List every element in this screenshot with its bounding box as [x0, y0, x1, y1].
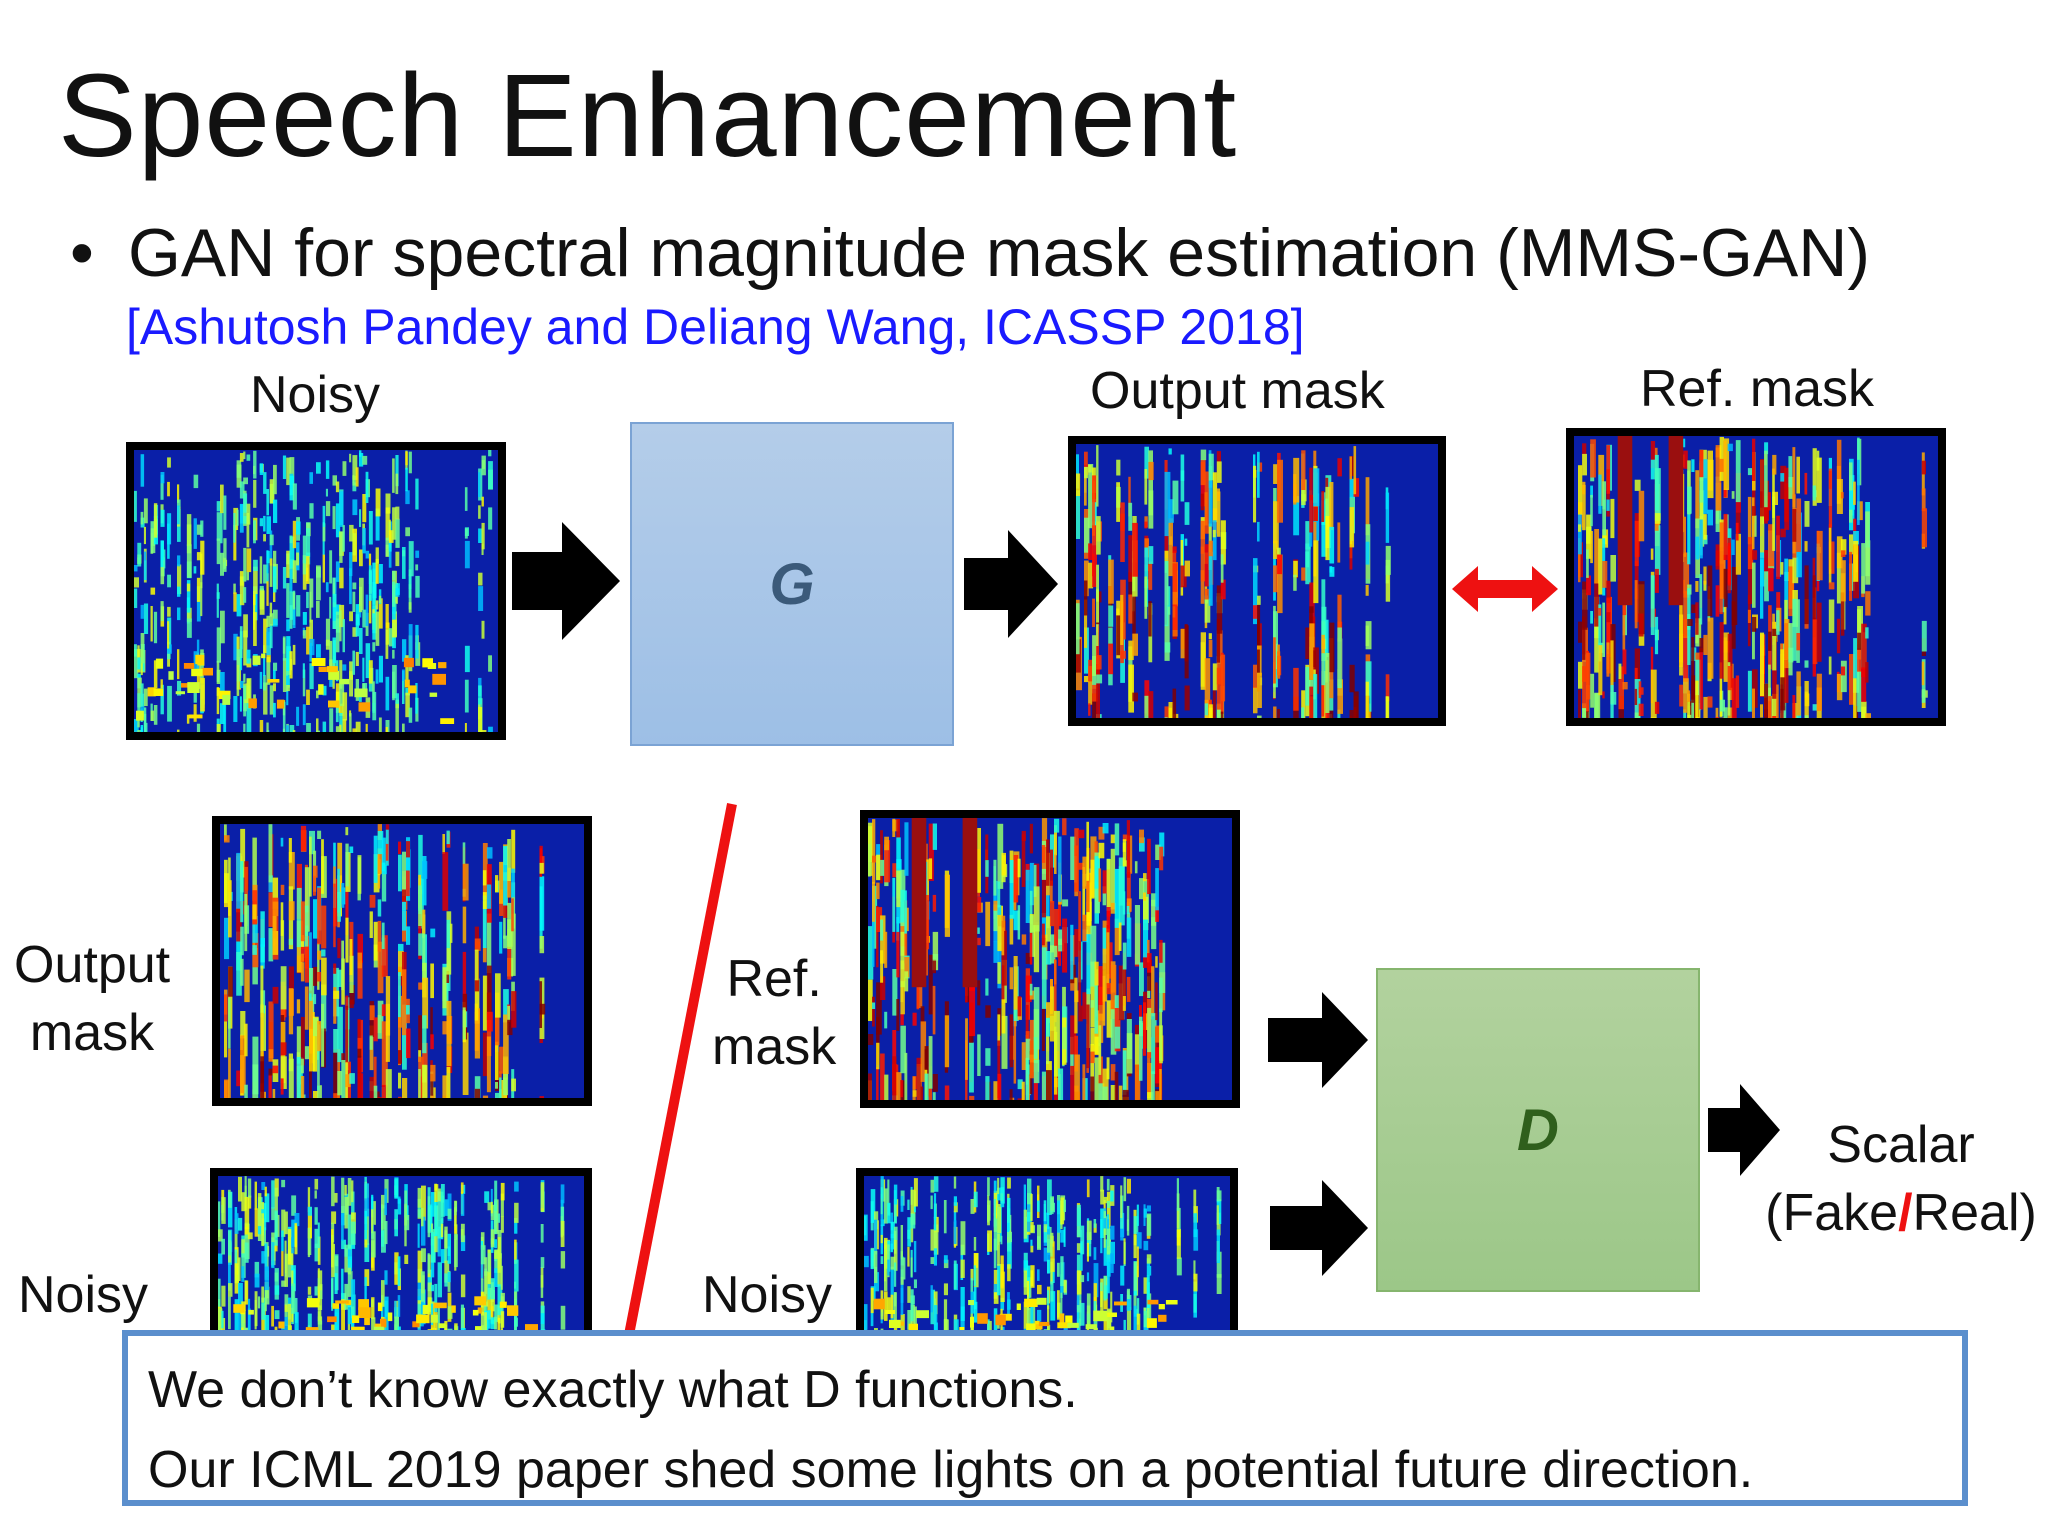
noisy-spectrogram-bottom-right	[856, 1168, 1238, 1348]
discriminator-box: D	[1376, 968, 1700, 1292]
noisy-spectrogram-top	[126, 442, 506, 740]
output-mask-label-bottom: Output mask	[14, 932, 170, 1067]
ref-mask-label-line2: mask	[712, 1017, 837, 1076]
arrow-d-to-scalar	[1708, 1084, 1780, 1176]
generator-box: G	[630, 422, 954, 746]
bullet-point: • GAN for spectral magnitude mask estimat…	[70, 214, 1870, 292]
fake-text: (Fake	[1765, 1183, 1899, 1242]
output-mask-label-line2: mask	[29, 1003, 155, 1062]
output-mask-label-top: Output mask	[1090, 362, 1385, 420]
ref-mask-label-line1: Ref.	[726, 950, 822, 1008]
noisy-spectrogram-top-image	[134, 450, 498, 732]
double-arrow-compare	[1452, 566, 1558, 612]
noisy-label-bottom-right: Noisy	[702, 1266, 833, 1324]
note-line-2: Our ICML 2019 paper shed some lights on …	[148, 1441, 1754, 1499]
fake-real-slash: /	[1898, 1183, 1913, 1242]
citation-link[interactable]: [Ashutosh Pandey and Deliang Wang, ICASS…	[126, 299, 1305, 355]
note-line-1: We don’t know exactly what D functions.	[148, 1361, 1078, 1419]
arrow-noisy-to-g	[512, 522, 620, 640]
arrow-noisy-to-d	[1270, 1180, 1368, 1276]
red-divider-line	[620, 802, 740, 1347]
arrow-g-to-output	[964, 530, 1058, 638]
note-box: We don’t know exactly what D functions. …	[122, 1330, 1968, 1506]
arrow-ref-to-d	[1268, 992, 1368, 1088]
scalar-label: Scalar	[1827, 1116, 1975, 1174]
noisy-label-top: Noisy	[250, 366, 381, 424]
output-mask-spectrogram-top-image	[1076, 444, 1438, 718]
ref-mask-spectrogram-bottom-image	[868, 818, 1232, 1100]
output-mask-label-line1: Output	[14, 936, 171, 994]
ref-mask-spectrogram-bottom	[860, 810, 1240, 1108]
output-mask-spectrogram-top	[1068, 436, 1446, 726]
bullet-symbol: •	[70, 215, 94, 291]
noisy-label-bottom-left: Noisy	[18, 1266, 149, 1324]
ref-mask-label-top: Ref. mask	[1640, 360, 1875, 418]
noisy-spectrogram-bottom-left	[210, 1168, 592, 1348]
fake-real-label: (Fake/Real)	[1760, 1180, 2042, 1248]
ref-mask-spectrogram-top	[1566, 428, 1946, 726]
real-text: Real)	[1912, 1183, 2037, 1242]
noisy-spectrogram-bottom-right-image	[864, 1176, 1230, 1340]
output-mask-spectrogram-bottom	[212, 816, 592, 1106]
bullet-text: GAN for spectral magnitude mask estimati…	[128, 215, 1871, 291]
ref-mask-spectrogram-top-image	[1574, 436, 1938, 718]
ref-mask-label-bottom: Ref. mask	[712, 946, 836, 1081]
output-mask-spectrogram-bottom-image	[220, 824, 584, 1098]
slide-title: Speech Enhancement	[58, 50, 1238, 182]
noisy-spectrogram-bottom-left-image	[218, 1176, 584, 1340]
scalar-output-label: Scalar (Fake/Real)	[1760, 1112, 2042, 1247]
